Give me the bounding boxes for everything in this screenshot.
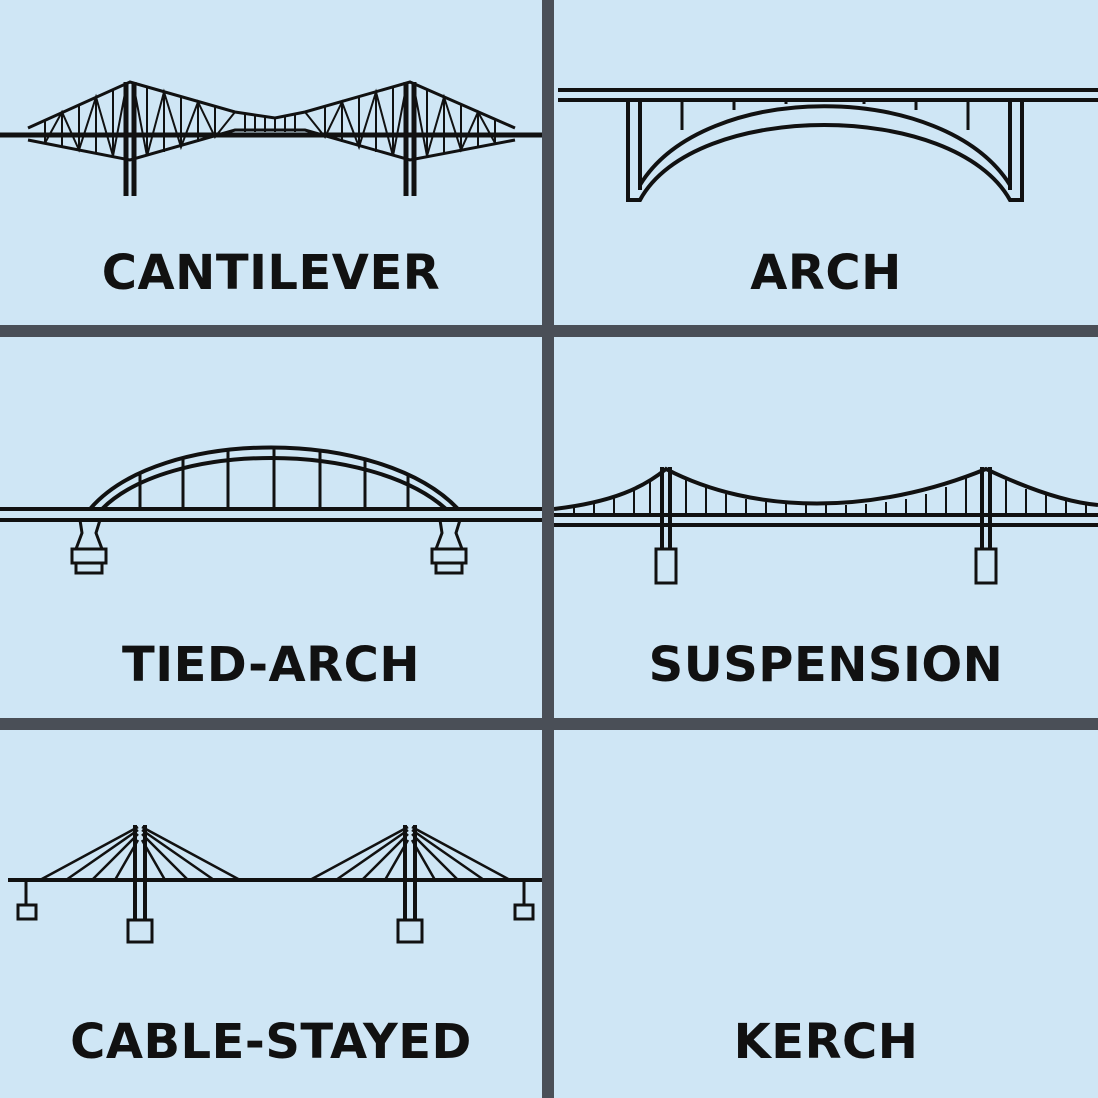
panel-tied-arch: TIED-ARCH: [0, 337, 542, 718]
panel-cantilever: CANTILEVER: [0, 0, 542, 325]
suspension-bridge-icon: [554, 466, 1098, 585]
tied-arch-bridge-icon: [0, 445, 542, 575]
horizontal-divider: [0, 325, 1098, 337]
arch-bridge-icon: [558, 88, 1098, 202]
panel-label: ARCH: [750, 245, 902, 301]
panel-label: CANTILEVER: [101, 245, 441, 301]
vertical-divider: [542, 0, 554, 1098]
horizontal-divider: [0, 718, 1098, 730]
panel-suspension: SUSPENSION: [554, 337, 1098, 718]
panel-label: SUSPENSION: [648, 637, 1004, 693]
panel-kerch: KERCH: [554, 730, 1098, 1098]
cantilever-bridge-icon: [0, 80, 542, 196]
panel-label: TIED-ARCH: [121, 637, 421, 693]
panel-cable-stayed: CABLE-STAYED: [0, 730, 542, 1098]
panel-label: KERCH: [733, 1014, 919, 1070]
cable-stayed-bridge-icon: [8, 825, 542, 944]
panel-arch: ARCH: [554, 0, 1098, 325]
panel-label: CABLE-STAYED: [70, 1014, 472, 1070]
